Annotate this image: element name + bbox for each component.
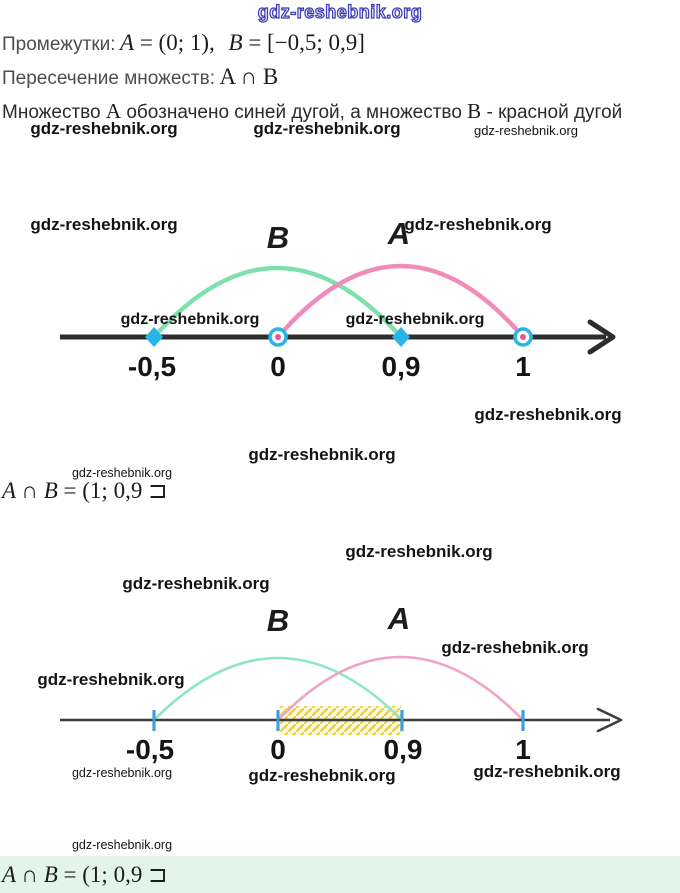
- watermark: gdz-reshebnik.org: [345, 542, 493, 561]
- watermark: gdz-reshebnik.org: [120, 311, 260, 328]
- watermark: gdz-reshebnik.org: [253, 119, 401, 138]
- note-var-a: A: [105, 99, 122, 123]
- note-line: Множество A обозначено синей дугой, а мн…: [2, 99, 622, 124]
- watermark: gdz-reshebnik.org: [71, 838, 173, 852]
- watermark: gdz-reshebnik.org: [473, 123, 579, 138]
- open-point-1-inner: [520, 334, 526, 340]
- watermark: gdz-reshebnik.org: [474, 405, 622, 424]
- set-b-label-1: B: [266, 220, 290, 255]
- note-part1: Множество: [2, 102, 106, 123]
- set-b-arc-2: [152, 656, 404, 722]
- axis-arrow-2: [596, 707, 623, 733]
- watermark: gdz-reshebnik.org: [30, 215, 178, 234]
- intersection-label: Пересечение множеств:: [2, 68, 215, 89]
- axis-label-09-2: 0,9: [383, 734, 423, 765]
- axis-label-0-1: 0: [270, 351, 286, 382]
- result-vars-final: A ∩ B: [2, 861, 58, 887]
- site-watermark-header: gdz-reshebnik.org: [257, 1, 423, 22]
- watermark: gdz-reshebnik.org: [71, 766, 173, 780]
- intersection-line: Пересечение множеств: A ∩ B: [2, 64, 278, 90]
- set-b-label-2: B: [266, 603, 290, 638]
- result-rest: = (1; 0,9 ⊐: [57, 478, 168, 503]
- axis-label-1-2: 1: [515, 734, 531, 765]
- set-a-definition: A = (0; 1), B = [−0,5; 0,9]: [120, 30, 365, 55]
- watermark: gdz-reshebnik.org: [248, 445, 396, 464]
- watermark: gdz-reshebnik.org: [122, 574, 270, 593]
- set-a-eq: = (0; 1),: [134, 30, 215, 55]
- watermark: gdz-reshebnik.org: [248, 766, 396, 785]
- set-a-arc: [275, 263, 526, 340]
- watermark: gdz-reshebnik.org: [30, 119, 178, 138]
- note-part2: обозначено синей дугой, а множество: [121, 102, 468, 123]
- axis-label-minus05-1: -0,5: [127, 351, 177, 382]
- watermark: gdz-reshebnik.org: [37, 670, 185, 689]
- watermark: gdz-reshebnik.org: [345, 311, 485, 328]
- axis-arrow: [587, 319, 616, 355]
- watermark: gdz-reshebnik.org: [441, 638, 589, 657]
- note-part3: - красной дугой: [481, 102, 623, 123]
- axis-label-0-2: 0: [270, 734, 286, 765]
- set-b-eq: = [−0,5; 0,9]: [242, 30, 365, 55]
- intersection-math: A ∩ B: [219, 64, 279, 89]
- set-b-arc: [151, 265, 404, 340]
- set-a-label-2: A: [387, 601, 411, 636]
- set-a-arc-2: [276, 655, 525, 722]
- closed-point-09: [392, 327, 410, 347]
- watermark: gdz-reshebnik.org: [404, 215, 552, 234]
- intervals-label: Промежутки:: [2, 34, 116, 55]
- axis-label-minus05-2: -0,5: [125, 734, 175, 765]
- open-point-0-inner: [275, 334, 281, 340]
- result-highlight-band: A ∩ B = (1; 0,9 ⊐: [0, 856, 680, 893]
- number-line-diagram-2: [60, 655, 623, 735]
- note-var-b: B: [467, 99, 482, 123]
- set-a-var: A: [120, 30, 135, 55]
- result-vars: A ∩ B: [2, 478, 58, 503]
- axis-label-1-1: 1: [515, 351, 531, 382]
- set-b-var: B: [228, 30, 243, 55]
- intervals-line: Промежутки: A = (0; 1), B = [−0,5; 0,9]: [2, 30, 365, 56]
- intersection-result-mid: A ∩ B = (1; 0,9 ⊐: [2, 478, 167, 504]
- axis-label-09-1: 0,9: [381, 351, 421, 382]
- intersection-result-final: A ∩ B = (1; 0,9 ⊐: [2, 862, 167, 888]
- closed-point-minus05: [145, 327, 163, 347]
- set-a-label-1: A: [387, 216, 411, 251]
- watermark: gdz-reshebnik.org: [473, 762, 621, 781]
- watermark: gdz-reshebnik.org: [71, 466, 173, 480]
- result-rest-final: = (1; 0,9 ⊐: [57, 861, 168, 887]
- number-line-diagram-1: [60, 263, 616, 355]
